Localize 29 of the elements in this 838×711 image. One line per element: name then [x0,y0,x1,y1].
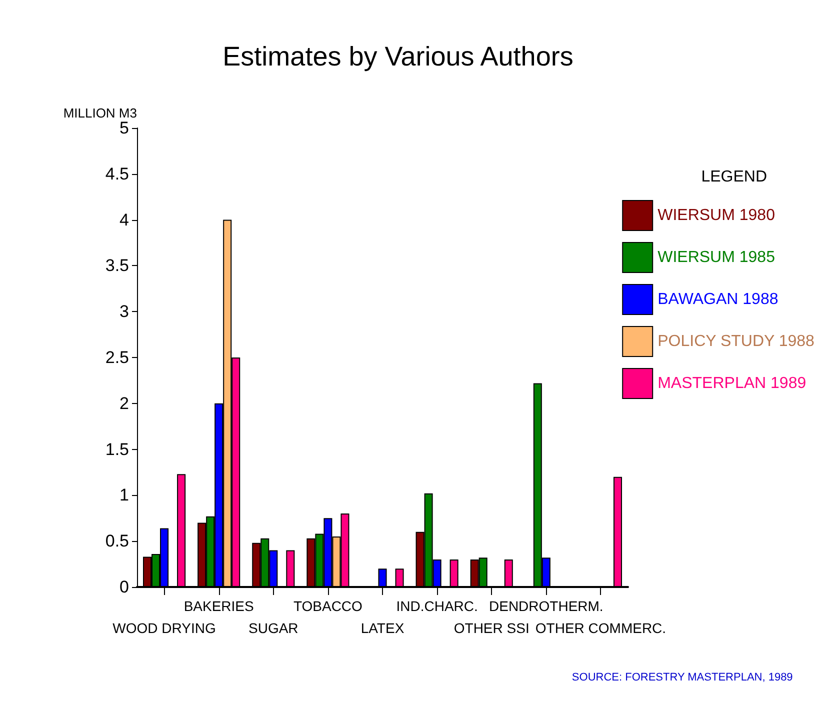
x-tick-label: IND.CHARC. [396,598,478,614]
y-tick-label: 3.5 [105,256,129,276]
x-tick-label: OTHER COMMERC. [535,620,666,636]
legend-label: BAWAGAN 1988 [658,291,778,308]
x-tick-label: OTHER SSI [454,620,530,636]
source-note: SOURCE: FORESTRY MASTERPLAN, 1989 [572,672,793,684]
y-tick-label: 1 [120,486,129,505]
y-tick-label: 5 [120,118,129,138]
y-tick-label: 4.5 [105,164,129,184]
x-tick-label: LATEX [360,620,405,636]
legend-label: POLICY STUDY 1988 [658,333,815,350]
y-tick-label: 2.5 [105,348,129,367]
y-axis-title: MILLION M3 [63,106,137,121]
legend-label: WIERSUM 1980 [658,207,776,224]
y-tick-label: 0.5 [105,532,129,551]
x-tick-label: SUGAR [248,620,298,636]
legend-label: WIERSUM 1985 [658,249,776,266]
x-tick-label: WOOD DRYING [112,620,216,636]
x-tick-label: TOBACCO [293,598,363,614]
y-tick-label: 4 [120,210,129,230]
x-tick-label: DENDROTHERM. [488,598,604,614]
chart-title: Estimates by Various Authors [222,42,574,72]
y-tick-label: 1.5 [105,440,129,459]
x-tick-label: BAKERIES [184,598,254,614]
legend-title: LEGEND [701,168,767,186]
y-tick-label: 0 [120,578,129,596]
y-tick-label: 3 [120,302,129,322]
legend-label: MASTERPLAN 1989 [658,375,806,392]
y-tick-label: 2 [120,394,129,413]
